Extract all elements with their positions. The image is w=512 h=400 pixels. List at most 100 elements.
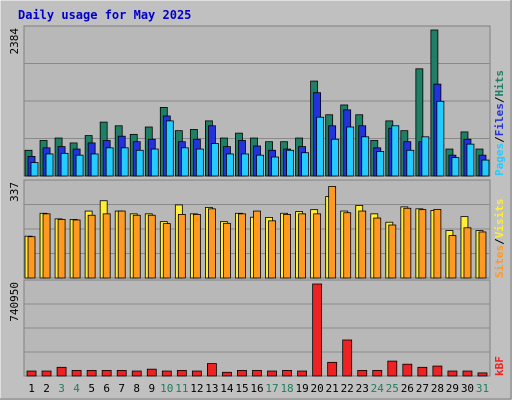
bar-kb-f-day-28 <box>432 365 443 377</box>
y-max-label-hits: 2384 <box>8 28 21 55</box>
bar-sites-day-30 <box>463 227 472 279</box>
x-tick-label: 28 <box>431 382 444 395</box>
x-tick-label: 14 <box>220 382 234 395</box>
bar-pages-day-13 <box>211 143 219 177</box>
bar-kb-f-day-24 <box>372 370 383 377</box>
x-tick-label: 11 <box>175 382 188 395</box>
bar-sites-day-21 <box>328 186 337 279</box>
bar-kb-f-day-3 <box>56 366 67 377</box>
bar-pages-day-2 <box>45 153 54 177</box>
bar-sites-day-12 <box>192 214 201 279</box>
bar-pages-day-25 <box>391 125 400 177</box>
bar-pages-day-14 <box>226 153 234 177</box>
bar-sites-day-20 <box>313 213 322 279</box>
x-tick-label: 17 <box>265 382 278 395</box>
bar-pages-day-12 <box>195 148 204 177</box>
x-tick-label: 5 <box>88 382 95 395</box>
bar-kb-f-day-16 <box>252 370 262 377</box>
x-tick-label: 19 <box>295 382 308 395</box>
legend-item: Sites <box>493 245 506 278</box>
bar-sites-day-22 <box>343 212 352 279</box>
bar-kb-f-day-1 <box>26 370 37 377</box>
bar-sites-day-31 <box>478 231 487 279</box>
x-tick-label: 25 <box>386 382 399 395</box>
bar-kb-f-day-25 <box>387 360 398 377</box>
x-tick-label: 26 <box>401 382 414 395</box>
bar-sites-day-5 <box>87 214 96 279</box>
bar-pages-day-19 <box>301 152 309 177</box>
chart-title: Daily usage for May 2025 <box>18 8 191 22</box>
legend-kb: kBF <box>493 356 506 376</box>
bar-kb-f-day-4 <box>71 370 82 377</box>
bar-pages-day-9 <box>150 148 159 177</box>
panel-visits: 337 Sites/Visits <box>8 179 506 279</box>
bar-sites-day-13 <box>208 208 216 279</box>
bar-sites-day-6 <box>102 213 111 279</box>
bar-sites-day-27 <box>418 209 427 279</box>
x-axis-labels: 1 2 3 4 5 6 7 8 9 10 11 12 13 14 15 16 17 18 19 20 21 22 23 24 2… <box>28 382 489 395</box>
panels: 2384Pages/Files/Hits337Sites/Visits74095… <box>8 25 506 377</box>
bar-kb-f-day-27 <box>417 366 428 377</box>
bar-pages-day-22 <box>346 126 355 177</box>
x-tick-label: 15 <box>235 382 248 395</box>
bar-kb-f-day-10 <box>161 370 172 377</box>
bar-pages-day-26 <box>406 149 415 177</box>
bar-kb-f-day-23 <box>357 370 368 377</box>
bar-sites-day-10 <box>162 223 171 279</box>
bar-kb-f-day-5 <box>86 370 97 377</box>
bar-pages-day-8 <box>135 149 144 177</box>
bar-kb-f-day-9 <box>146 368 157 377</box>
bar-pages-day-27 <box>421 136 430 177</box>
legend-visits: Sites/Visits <box>493 199 506 279</box>
x-tick-label: 24 <box>371 382 385 395</box>
x-tick-label: 31 <box>476 382 489 395</box>
bar-kb-f-day-19 <box>297 370 307 377</box>
bar-kb-f-day-13 <box>207 363 217 377</box>
bar-sites-day-25 <box>388 224 397 279</box>
legend-item: Pages <box>493 143 506 176</box>
bar-sites-day-16 <box>253 210 261 279</box>
bar-pages-day-20 <box>316 116 325 177</box>
bar-sites-day-28 <box>433 208 442 279</box>
bar-kb-f-day-31 <box>477 372 488 377</box>
bar-pages-day-28 <box>436 100 445 177</box>
x-tick-label: 7 <box>118 382 125 395</box>
bar-kb-f-day-8 <box>131 370 142 377</box>
legend-hits: Pages/Files/Hits <box>493 70 506 176</box>
bar-sites-day-24 <box>373 217 382 279</box>
bar-kb-f-day-7 <box>116 370 127 377</box>
legend-item: F <box>493 356 506 363</box>
y-max-label-kb: 740950 <box>8 282 21 322</box>
bar-sites-day-26 <box>403 207 412 279</box>
bar-kb-f-day-22 <box>342 339 353 377</box>
bar-pages-day-3 <box>60 152 69 177</box>
bar-pages-day-7 <box>120 147 129 177</box>
legend-item: Visits <box>493 199 506 239</box>
bar-sites-day-3 <box>57 219 66 279</box>
bar-sites-day-8 <box>132 214 141 279</box>
x-tick-label: 12 <box>190 382 203 395</box>
bar-kb-f-day-18 <box>282 370 292 377</box>
bar-sites-day-18 <box>283 214 291 279</box>
x-tick-label: 3 <box>58 382 65 395</box>
bar-kb-f-day-11 <box>176 370 187 377</box>
x-tick-label: 23 <box>356 382 369 395</box>
bar-pages-day-1 <box>30 162 39 177</box>
bar-kb-f-day-21 <box>327 361 338 377</box>
legend-item: / <box>493 136 506 143</box>
bar-kb-f-day-15 <box>237 370 247 377</box>
x-tick-label: 30 <box>461 382 474 395</box>
x-tick-label: 10 <box>160 382 173 395</box>
x-tick-label: 9 <box>148 382 155 395</box>
bar-kb-f-day-17 <box>267 370 277 377</box>
legend-item: Hits <box>493 70 506 97</box>
x-tick-label: 2 <box>43 382 50 395</box>
bar-kb-f-day-30 <box>462 370 473 377</box>
legend-item: Files <box>493 103 506 136</box>
legend-item: kB <box>493 362 506 376</box>
bar-pages-day-15 <box>241 153 249 177</box>
x-tick-label: 1 <box>28 382 35 395</box>
bar-sites-day-29 <box>448 235 457 279</box>
legend-item: / <box>493 238 506 245</box>
